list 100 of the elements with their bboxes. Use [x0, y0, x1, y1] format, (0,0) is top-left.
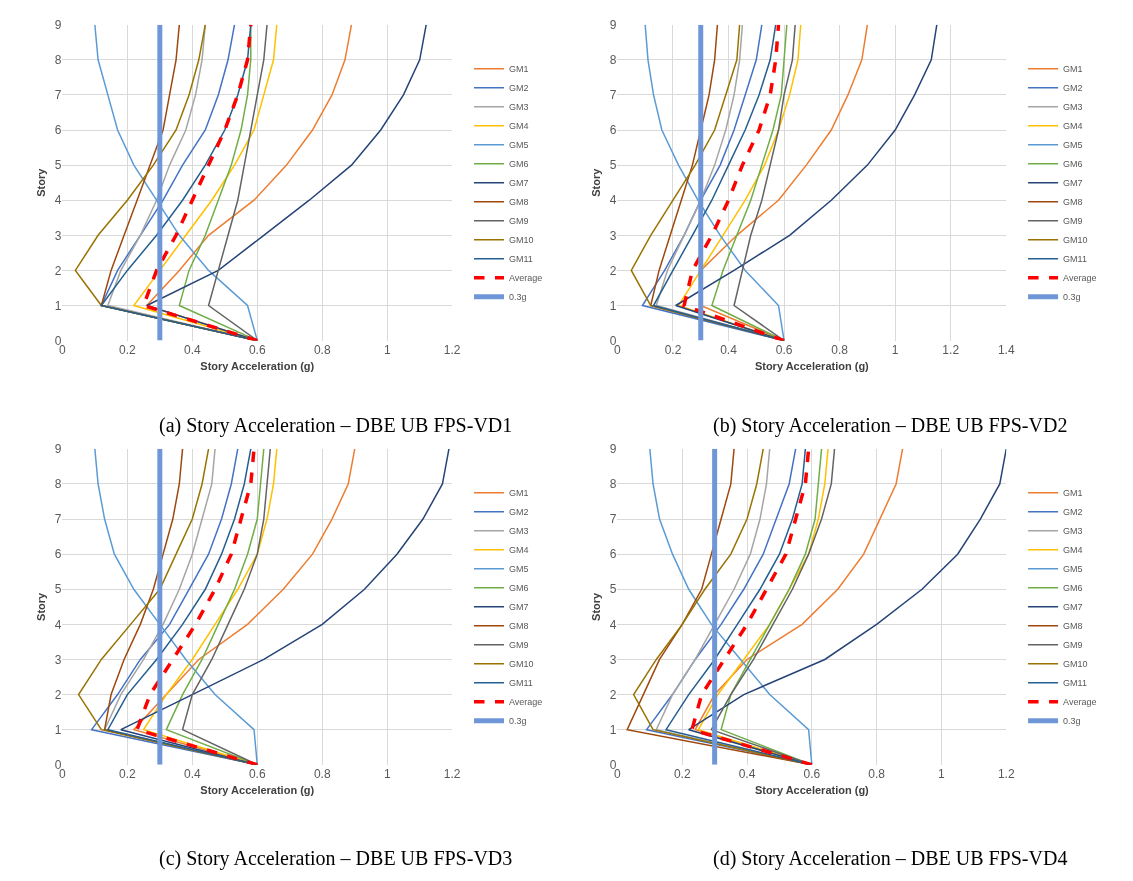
- legend-label: GM4: [509, 545, 529, 556]
- legend-label: GM4: [1063, 545, 1083, 556]
- x-tick-label: 1: [938, 766, 946, 781]
- y-tick-label: 3: [54, 652, 62, 667]
- legend-label: GM5: [509, 140, 529, 151]
- x-tick-label: 0.4: [720, 342, 738, 357]
- y-tick-label: 2: [609, 687, 617, 702]
- y-tick-label: 4: [609, 193, 617, 208]
- x-axis-title: Story Acceleration (g): [754, 359, 870, 372]
- legend-label: GM5: [509, 564, 529, 575]
- x-tick-label: 0.8: [868, 766, 886, 781]
- legend-label: GM11: [509, 678, 533, 689]
- y-tick-label: 5: [609, 582, 617, 597]
- y-tick-label: 2: [54, 263, 62, 278]
- x-tick-label: 1: [891, 342, 899, 357]
- text: (c) Story Acceleration – DBE UB FPS-VD3: [159, 847, 513, 870]
- legend-label: GM6: [509, 583, 529, 594]
- y-tick-label: 7: [54, 88, 62, 103]
- y-tick-label: 4: [54, 193, 62, 208]
- y-tick-label: 1: [54, 298, 62, 313]
- x-tick-label: 1: [383, 342, 391, 357]
- legend-label: Average: [509, 273, 543, 284]
- y-axis-title: Story: [590, 167, 603, 197]
- x-tick-label: 0.8: [313, 342, 331, 357]
- x-tick-label: 0.6: [775, 342, 793, 357]
- legend-label: Average: [509, 697, 543, 708]
- legend-label: GM11: [1063, 678, 1087, 689]
- legend-label: GM1: [509, 64, 529, 75]
- legend-label: 0.3g: [509, 716, 527, 727]
- legend-label: GM2: [509, 83, 529, 94]
- legend-label: GM7: [509, 602, 529, 613]
- legend-label: GM3: [1063, 102, 1083, 113]
- y-tick-label: 3: [54, 228, 62, 243]
- x-tick-label: 0.2: [118, 342, 136, 357]
- legend-label: 0.3g: [1063, 716, 1081, 727]
- legend-label: GM9: [509, 640, 529, 651]
- y-tick-label: 6: [609, 547, 617, 562]
- y-tick-label: 6: [609, 123, 617, 138]
- y-tick-label: 2: [609, 263, 617, 278]
- y-tick-label: 4: [54, 617, 62, 632]
- x-tick-label: 0.6: [248, 342, 266, 357]
- legend-label: GM10: [509, 235, 534, 246]
- y-axis-title: Story: [35, 167, 48, 197]
- y-tick-label: 8: [609, 477, 617, 492]
- y-tick-label: 1: [609, 298, 617, 313]
- legend-label: GM5: [1063, 564, 1083, 575]
- y-tick-label: 3: [609, 652, 617, 667]
- y-tick-label: 8: [54, 53, 62, 68]
- x-tick-label: 1: [383, 766, 391, 781]
- legend-label: Average: [1063, 697, 1097, 708]
- x-axis-title: Story Acceleration (g): [200, 783, 315, 796]
- y-tick-label: 4: [609, 617, 617, 632]
- legend-label: 0.3g: [509, 292, 527, 303]
- y-axis-title: Story: [590, 591, 603, 621]
- y-tick-label: 7: [54, 512, 62, 527]
- x-tick-label: 1.2: [443, 342, 461, 357]
- x-tick-label: 0.4: [738, 766, 756, 781]
- x-axis-title: Story Acceleration (g): [754, 783, 870, 796]
- y-tick-label: 7: [609, 512, 617, 527]
- legend-label: GM6: [1063, 159, 1083, 170]
- legend-label: GM2: [1063, 83, 1083, 94]
- legend-label: GM11: [509, 254, 533, 265]
- text: (b) Story Acceleration – DBE UB FPS-VD2: [713, 414, 1068, 437]
- legend-label: GM1: [1063, 64, 1083, 75]
- x-axis-title: Story Acceleration (g): [200, 359, 315, 372]
- x-tick-label: 0.4: [183, 766, 201, 781]
- y-tick-label: 3: [609, 228, 617, 243]
- legend-label: GM10: [1063, 659, 1088, 670]
- y-tick-label: 9: [54, 17, 62, 32]
- legend-label: GM2: [509, 507, 529, 518]
- legend-label: GM3: [1063, 526, 1083, 537]
- x-tick-label: 0.6: [803, 766, 821, 781]
- y-tick-label: 1: [609, 722, 617, 737]
- legend-label: GM8: [509, 197, 529, 208]
- y-tick-label: 6: [54, 547, 62, 562]
- y-tick-label: 1: [54, 722, 62, 737]
- x-tick-label: 0.8: [831, 342, 849, 357]
- y-tick-label: 2: [54, 687, 62, 702]
- x-tick-label: 0.4: [183, 342, 201, 357]
- x-tick-label: 0.2: [118, 766, 136, 781]
- x-tick-label: 0.2: [664, 342, 682, 357]
- x-tick-label: 0.2: [673, 766, 691, 781]
- y-tick-label: 5: [54, 582, 62, 597]
- legend-label: GM5: [1063, 140, 1083, 151]
- legend-label: GM8: [1063, 197, 1083, 208]
- y-tick-label: 8: [609, 53, 617, 68]
- legend-label: GM6: [509, 159, 529, 170]
- text: (a) Story Acceleration – DBE UB FPS-VD1: [159, 414, 513, 437]
- x-tick-label: 1.4: [997, 342, 1015, 357]
- legend-label: GM10: [1063, 235, 1088, 246]
- legend-label: GM8: [509, 621, 529, 632]
- x-tick-label: 0.6: [248, 766, 266, 781]
- legend-label: GM7: [1063, 602, 1083, 613]
- y-tick-label: 6: [54, 123, 62, 138]
- legend-label: GM1: [1063, 488, 1083, 499]
- legend-label: 0.3g: [1063, 292, 1081, 303]
- legend-label: GM9: [509, 216, 529, 227]
- legend-label: GM4: [1063, 121, 1083, 132]
- y-tick-label: 9: [609, 17, 617, 32]
- y-axis-title: Story: [35, 591, 48, 621]
